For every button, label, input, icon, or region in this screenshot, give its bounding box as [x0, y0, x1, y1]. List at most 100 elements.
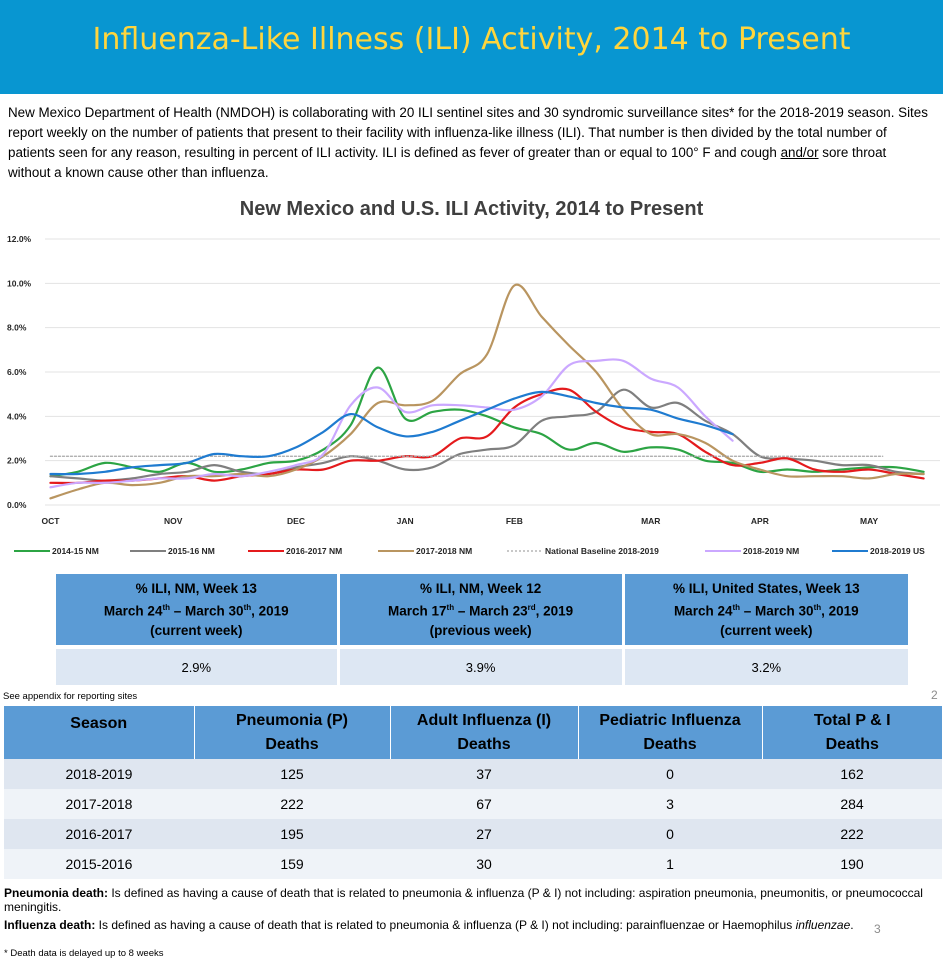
table-row: 2016-2017 195 27 0 222 [4, 819, 942, 849]
deaths-header-pneumonia: Pneumonia (P) Deaths [193, 706, 390, 759]
x-tick-label: OCT [41, 516, 60, 526]
stats-value-nm-previous: 3.9% [338, 645, 625, 685]
header-line: Pediatric Influenza [599, 711, 741, 729]
series-line [49, 366, 925, 478]
table-cell: 0 [578, 819, 762, 849]
table-cell: 3 [578, 789, 762, 819]
table-cell: 2016-2017 [4, 819, 194, 849]
stats-header-nm-current: % ILI, NM, Week 13 March 24th – March 30t… [56, 574, 340, 647]
header-line: Deaths [643, 735, 697, 753]
header-line: % ILI, United States, Week 13 [673, 581, 860, 597]
table-cell: 0 [578, 759, 762, 789]
y-tick-label: 10.0% [7, 278, 32, 288]
table-row: 2017-2018 222 67 3 284 [4, 789, 942, 819]
header-line: March 24th – March 30th, 2019 [673, 603, 859, 619]
table-cell: 27 [390, 819, 578, 849]
x-tick-label: NOV [164, 516, 183, 526]
table-cell: 2015-2016 [4, 849, 194, 879]
deaths-header-pediatric-influenza: Pediatric Influenza Deaths [577, 706, 762, 759]
stats-value-nm-current: 2.9% [56, 645, 340, 685]
header-line: Adult Influenza (I) [416, 711, 552, 729]
intro-text-2: sore throat without a known cause other … [8, 145, 887, 180]
stats-header-us-current: % ILI, United States, Week 13 March 24th … [623, 574, 908, 647]
series-line [49, 283, 925, 500]
death-data-footnote: * Death data is delayed up to 8 weeks [4, 948, 164, 959]
header-line: March 17th – March 23rd, 2019 [388, 603, 574, 619]
y-tick-label: 6.0% [7, 367, 27, 377]
page-number-bottom: 3 [874, 922, 881, 936]
deaths-header-total: Total P & I Deaths [761, 706, 942, 759]
x-tick-label: FEB [506, 516, 523, 526]
header-line: Deaths [825, 735, 879, 753]
stats-value-us-current: 3.2% [623, 645, 908, 685]
table-cell: 159 [194, 849, 390, 879]
influenza-end: . [850, 918, 854, 932]
pneumonia-text: Is defined as having a cause of death th… [4, 886, 923, 914]
header-line: (current week) [720, 622, 813, 638]
header-line: Season [70, 715, 128, 732]
legend-label: 2016-2017 NM [286, 546, 342, 556]
table-cell: 162 [762, 759, 942, 789]
legend-label: National Baseline 2018-2019 [545, 546, 659, 556]
legend-label: 2014-15 NM [52, 546, 99, 556]
header-line: Deaths [457, 735, 511, 753]
appendix-note: See appendix for reporting sites [3, 691, 138, 702]
x-tick-label: DEC [287, 516, 305, 526]
header-line: Total P & I [813, 711, 891, 729]
table-cell: 125 [194, 759, 390, 789]
header-line: % ILI, NM, Week 12 [419, 581, 542, 597]
influenza-italic: influenzae [795, 918, 851, 932]
deaths-table: Season Pneumonia (P) Deaths Adult Influen… [4, 706, 942, 879]
header-line: % ILI, NM, Week 13 [135, 581, 257, 597]
x-tick-label: MAR [641, 516, 660, 526]
x-tick-label: MAY [860, 516, 878, 526]
y-tick-label: 2.0% [7, 456, 27, 466]
header-line: March 24th – March 30th, 2019 [103, 603, 289, 619]
intro-paragraph: New Mexico Department of Health (NMDOH) … [8, 103, 928, 183]
stats-header-nm-previous: % ILI, NM, Week 12 March 17th – March 23r… [338, 574, 625, 647]
legend-label: 2017-2018 NM [416, 546, 472, 556]
deaths-header-season: Season [4, 706, 194, 759]
legend-label: 2018-2019 US [870, 546, 925, 556]
page-title: Influenza-Like Illness (ILI) Activity, 2… [92, 22, 851, 57]
deaths-header-adult-influenza: Adult Influenza (I) Deaths [389, 706, 578, 759]
table-cell: 37 [390, 759, 578, 789]
legend-label: 2015-16 NM [168, 546, 215, 556]
influenza-definition: Influenza death: Is defined as having a … [4, 918, 934, 932]
table-cell: 30 [390, 849, 578, 879]
header-line: (previous week) [429, 622, 532, 638]
influenza-label: Influenza death: [4, 918, 96, 932]
table-cell: 222 [194, 789, 390, 819]
intro-underlined: and/or [780, 145, 819, 160]
series-line [49, 358, 734, 489]
table-cell: 2017-2018 [4, 789, 194, 819]
table-cell: 222 [762, 819, 942, 849]
table-cell: 190 [762, 849, 942, 879]
title-banner: Influenza-Like Illness (ILI) Activity, 2… [0, 0, 943, 94]
table-cell: 67 [390, 789, 578, 819]
x-tick-label: JAN [397, 516, 414, 526]
table-row: 2018-2019 125 37 0 162 [4, 759, 942, 789]
x-tick-label: APR [751, 516, 769, 526]
table-cell: 195 [194, 819, 390, 849]
y-tick-label: 0.0% [7, 500, 27, 510]
table-row: 2015-2016 159 30 1 190 [4, 849, 942, 879]
influenza-text: Is defined as having a cause of death th… [95, 918, 796, 932]
legend-label: 2018-2019 NM [743, 546, 799, 556]
table-cell: 1 [578, 849, 762, 879]
pneumonia-definition: Pneumonia death: Is defined as having a … [4, 886, 934, 914]
pneumonia-label: Pneumonia death: [4, 886, 109, 900]
page-number: 2 [931, 688, 938, 702]
y-tick-label: 12.0% [7, 234, 32, 244]
intro-text-1: New Mexico Department of Health (NMDOH) … [8, 105, 928, 160]
header-line: (current week) [150, 622, 243, 638]
y-tick-label: 4.0% [7, 411, 27, 421]
ili-line-chart: 0.0% 2.0% 4.0% 6.0% 8.0% 10.0% 12.0% OCT NOV DEC J… [7, 234, 940, 556]
y-tick-label: 8.0% [7, 323, 27, 333]
table-cell: 284 [762, 789, 942, 819]
header-line: Pneumonia (P) [235, 711, 348, 729]
series-line [49, 390, 734, 476]
ili-stats-table: % ILI, NM, Week 13 March 24th – March 30t… [56, 574, 908, 685]
table-cell: 2018-2019 [4, 759, 194, 789]
header-line: Deaths [265, 735, 319, 753]
